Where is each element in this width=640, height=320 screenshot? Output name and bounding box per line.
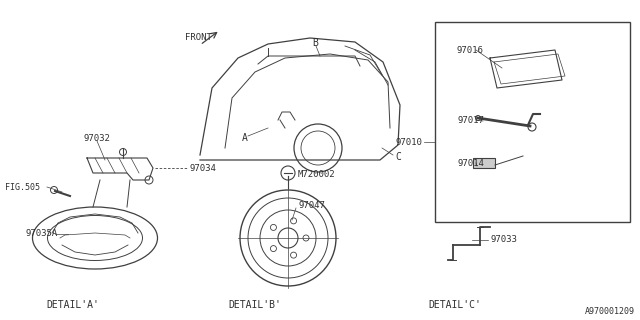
Text: 97014: 97014 <box>457 158 484 167</box>
Text: DETAIL'C': DETAIL'C' <box>429 300 481 310</box>
Text: 97033: 97033 <box>490 236 517 244</box>
Text: FIG.505: FIG.505 <box>5 182 40 191</box>
Text: DETAIL'B': DETAIL'B' <box>228 300 282 310</box>
Text: 97010: 97010 <box>395 138 422 147</box>
Text: A: A <box>242 133 248 143</box>
Text: B: B <box>312 38 318 48</box>
Text: 97016: 97016 <box>456 45 483 54</box>
Text: 97047: 97047 <box>298 202 325 211</box>
Text: DETAIL'A': DETAIL'A' <box>47 300 99 310</box>
Text: M720002: M720002 <box>298 170 335 179</box>
Text: C: C <box>395 152 401 162</box>
Text: 97032: 97032 <box>83 133 110 142</box>
Text: 97034: 97034 <box>189 164 216 172</box>
Bar <box>473 158 495 168</box>
Bar <box>435 22 630 222</box>
Text: 97017: 97017 <box>457 116 484 124</box>
Text: 97035A: 97035A <box>25 229 57 238</box>
Text: FRONT: FRONT <box>185 33 212 42</box>
Text: A970001209: A970001209 <box>585 308 635 316</box>
